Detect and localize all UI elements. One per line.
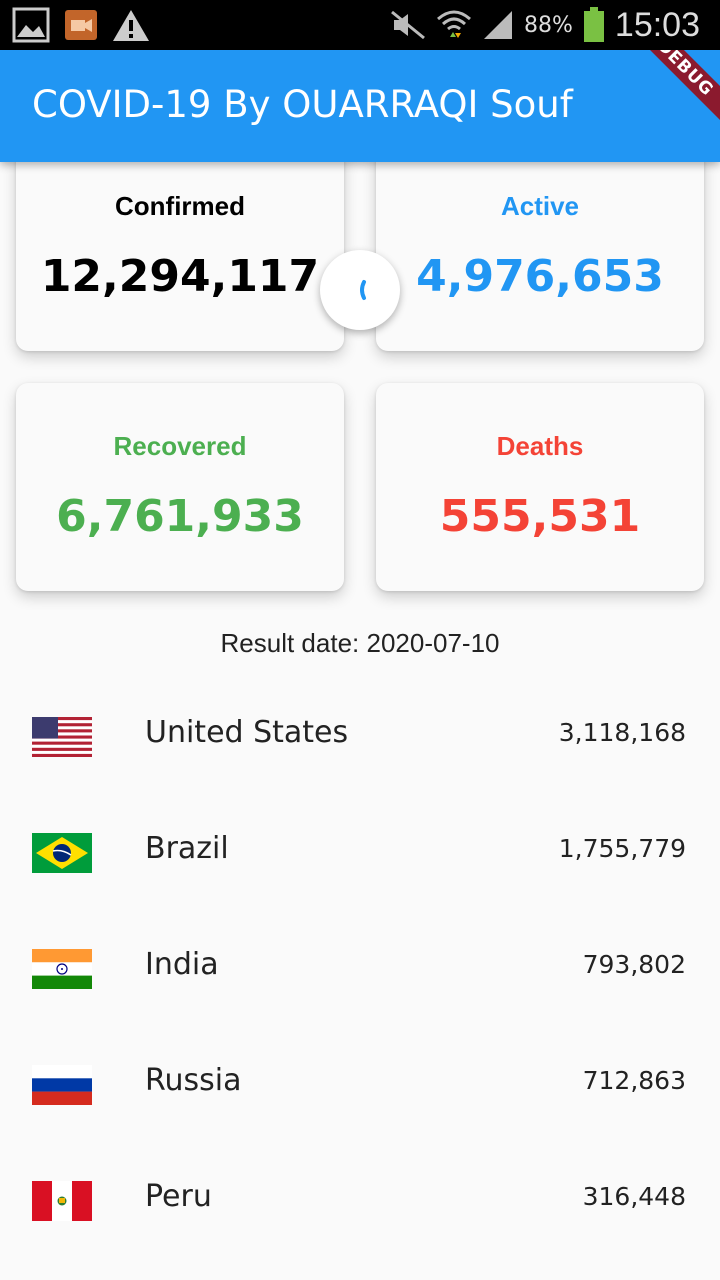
confirmed-label: Confirmed <box>115 191 245 221</box>
india-flag-icon <box>32 949 92 989</box>
country-name: India <box>145 947 219 982</box>
deaths-card[interactable]: Deaths 555,531 <box>376 383 704 591</box>
recovered-label: Recovered <box>113 431 247 461</box>
us-flag-icon <box>32 717 92 757</box>
app-title: COVID-19 By OUARRAQI Souf <box>32 83 573 126</box>
russia-flag-icon <box>32 1065 92 1105</box>
result-date: Result date: 2020-07-10 <box>220 628 500 658</box>
status-bar: 88% 15:03 <box>0 0 720 50</box>
peru-flag-icon <box>32 1181 92 1221</box>
mute-icon <box>391 10 425 40</box>
signal-icon <box>484 11 512 39</box>
confirmed-card[interactable]: Confirmed 12,294,117 <box>16 143 344 351</box>
active-card[interactable]: Active 4,976,653 <box>376 143 704 351</box>
country-name: United States <box>145 715 349 750</box>
country-count: 793,802 <box>582 950 686 979</box>
debug-banner: DEBUG <box>623 50 720 130</box>
gallery-icon <box>12 7 50 43</box>
country-name: Russia <box>145 1063 242 1098</box>
country-count: 316,448 <box>582 1182 686 1211</box>
clock: 15:03 <box>614 5 700 44</box>
country-name: Peru <box>145 1179 212 1214</box>
recovered-card[interactable]: Recovered 6,761,933 <box>16 383 344 591</box>
deaths-label: Deaths <box>496 431 584 461</box>
video-icon <box>65 10 97 40</box>
recovered-value: 6,761,933 <box>56 491 304 542</box>
wifi-icon <box>437 10 471 38</box>
loading-spinner-icon <box>360 280 366 300</box>
brazil-flag-icon <box>32 833 92 873</box>
deaths-value: 555,531 <box>439 491 641 542</box>
country-count: 3,118,168 <box>558 718 686 747</box>
confirmed-value: 12,294,117 <box>40 251 320 302</box>
list-item[interactable]: Russia 712,863 <box>0 1027 720 1143</box>
country-count: 712,863 <box>582 1066 686 1095</box>
list-item[interactable]: Peru 316,448 <box>0 1143 720 1259</box>
country-count: 1,755,779 <box>558 834 686 863</box>
list-item[interactable]: India 793,802 <box>0 911 720 1027</box>
battery-icon <box>583 7 604 42</box>
country-name: Brazil <box>145 831 229 866</box>
active-value: 4,976,653 <box>416 251 664 302</box>
app-bar: COVID-19 By OUARRAQI Souf DEBUG <box>0 50 720 162</box>
battery-percent: 88% <box>524 12 573 38</box>
list-item[interactable]: Brazil 1,755,779 <box>0 795 720 911</box>
refresh-spinner <box>320 250 400 330</box>
active-label: Active <box>500 191 580 221</box>
list-item[interactable]: United States 3,118,168 <box>0 679 720 795</box>
warning-icon <box>113 10 149 41</box>
